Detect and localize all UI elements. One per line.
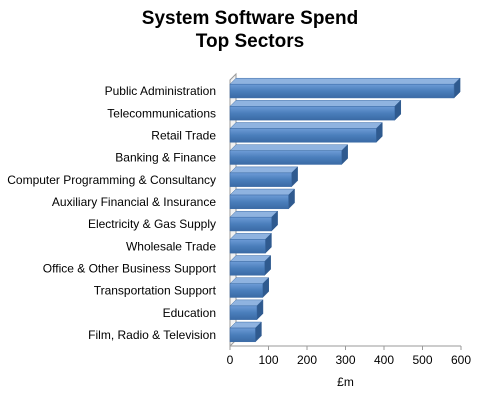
category-label: Wholesale Trade bbox=[126, 239, 216, 253]
chart-subtitle: Top Sectors bbox=[195, 31, 305, 52]
bar bbox=[229, 277, 270, 299]
bar-top-face bbox=[229, 144, 349, 151]
bar bbox=[229, 299, 264, 321]
category-label: Electricity & Gas Supply bbox=[88, 217, 216, 231]
category-label: Transportation Support bbox=[94, 284, 217, 298]
bar-front-face bbox=[229, 83, 455, 99]
x-tick-label: 300 bbox=[335, 353, 355, 367]
bar bbox=[229, 321, 263, 343]
bar bbox=[229, 254, 272, 276]
bar-front-face bbox=[229, 239, 266, 254]
bar bbox=[229, 77, 461, 99]
bar-front-face bbox=[229, 194, 289, 210]
bar-top-face bbox=[229, 122, 383, 129]
category-label: Public Administration bbox=[105, 84, 216, 98]
category-label: Film, Radio & Television bbox=[88, 328, 216, 342]
bar bbox=[229, 144, 349, 166]
x-tick-label: 400 bbox=[374, 353, 394, 367]
bar-front-face bbox=[229, 305, 258, 320]
bar-top-face bbox=[229, 188, 296, 196]
bar bbox=[229, 232, 273, 254]
bar-front-face bbox=[229, 172, 292, 187]
bar bbox=[229, 166, 299, 188]
bar-top-face bbox=[229, 166, 299, 174]
bar-front-face bbox=[229, 216, 272, 232]
category-label: Auxiliary Financial & Insurance bbox=[52, 195, 216, 209]
x-tick-label: 100 bbox=[258, 353, 278, 367]
category-label: Office & Other Business Support bbox=[43, 261, 217, 275]
bar-top-face bbox=[229, 77, 461, 85]
bar bbox=[229, 99, 402, 121]
bar-top-face bbox=[229, 233, 273, 240]
category-label: Retail Trade bbox=[151, 128, 216, 142]
x-tick-label: 500 bbox=[412, 353, 432, 367]
bar-front-face bbox=[229, 327, 256, 343]
x-tick-label: 200 bbox=[297, 353, 317, 367]
x-tick-label: 600 bbox=[451, 353, 471, 367]
bar-top-face bbox=[229, 210, 279, 218]
bar bbox=[229, 121, 383, 143]
bar-front-face bbox=[229, 283, 263, 298]
bar-front-face bbox=[229, 128, 377, 143]
x-tick-label: 0 bbox=[227, 353, 234, 367]
category-label: Telecommunications bbox=[107, 106, 216, 120]
bar-front-face bbox=[229, 261, 265, 276]
bar-top-face bbox=[229, 277, 270, 284]
bar bbox=[229, 188, 296, 210]
chart-title: System Software Spend bbox=[141, 8, 359, 29]
category-label: Education bbox=[163, 306, 216, 320]
category-label: Computer Programming & Consultancy bbox=[7, 173, 216, 187]
bar-front-face bbox=[229, 106, 396, 121]
bar-top-face bbox=[229, 100, 402, 107]
bar bbox=[229, 210, 279, 232]
bar-front-face bbox=[229, 150, 342, 165]
category-label: Banking & Finance bbox=[115, 151, 216, 165]
x-axis-title: £m bbox=[337, 375, 354, 389]
bar-top-face bbox=[229, 255, 272, 262]
